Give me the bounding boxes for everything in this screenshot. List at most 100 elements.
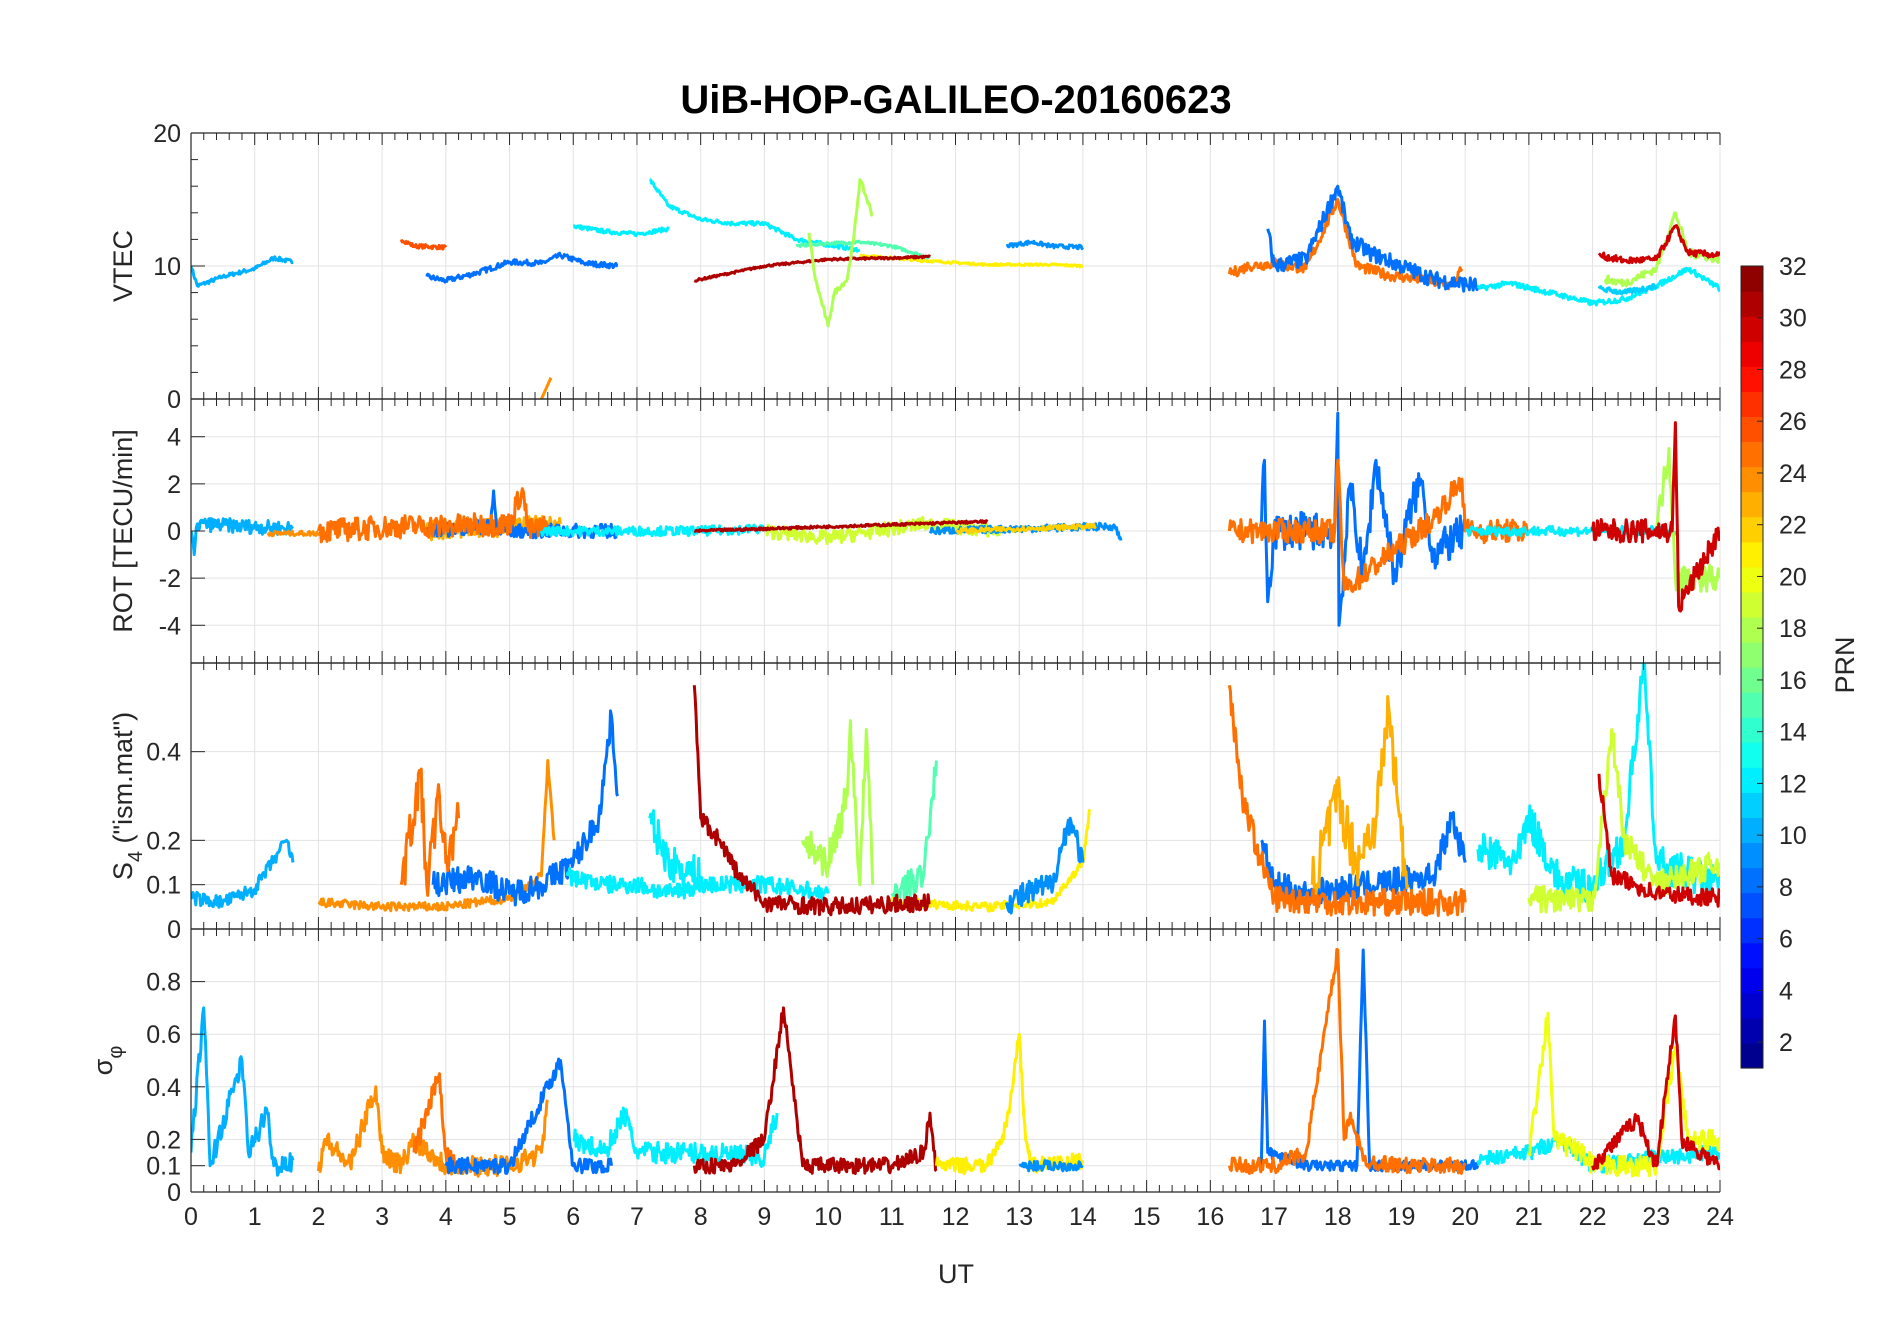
panel-2: -4 -2 0 2 4 ROT [TECU/min] — [108, 398, 1721, 664]
series-group — [191, 178, 1720, 399]
x-tick-label: 2 — [311, 1203, 325, 1231]
series-line-prn-18 — [1654, 447, 1720, 593]
series-line-prn-12 — [1476, 266, 1720, 307]
chart-title: UiB-HOP-GALILEO-20160623 — [680, 78, 1231, 122]
colorbar-band — [1741, 266, 1763, 292]
series-line-prn-10 — [191, 255, 294, 288]
colorbar-band — [1741, 917, 1763, 944]
y-label-subscript: 4 — [125, 851, 147, 862]
colorbar-band — [1741, 792, 1763, 818]
series-line-prn-30 — [1597, 773, 1720, 908]
colorbar-tick-label: 10 — [1779, 822, 1807, 850]
y-label-main: ROT [TECU/min] — [108, 429, 138, 633]
x-tick-label: 8 — [694, 1203, 708, 1231]
y-tick-label: 0 — [167, 386, 181, 414]
series-line-prn-10 — [191, 1006, 295, 1177]
y-tick-label: 0.2 — [146, 1126, 181, 1154]
series-line-prn-12 — [572, 224, 670, 238]
colorbar-band — [1741, 516, 1763, 543]
series-line-prn-30 — [1591, 421, 1720, 613]
colorbar-band — [1741, 1042, 1763, 1069]
series-line-prn-15 — [890, 760, 938, 902]
series-line-prn-10 — [191, 838, 295, 909]
colorbar-band — [1741, 767, 1763, 793]
y-tick-label: 0.4 — [146, 1074, 181, 1102]
series-line-prn-24 — [540, 377, 553, 399]
series-line-prn-8 — [431, 709, 620, 907]
series-line-prn-8 — [444, 1057, 613, 1175]
y-tick-label: 0 — [167, 916, 181, 944]
x-tick-label: 11 — [879, 1203, 905, 1231]
x-tick-label: 14 — [1069, 1203, 1097, 1231]
colorbar-band — [1741, 291, 1763, 317]
x-tick-label: 13 — [1005, 1203, 1033, 1231]
y-axis-label: S4 ("ism.mat") — [108, 712, 147, 880]
series-line-prn-31 — [693, 519, 989, 534]
x-tick-label: 20 — [1451, 1203, 1479, 1231]
series-line-prn-8 — [425, 251, 619, 284]
colorbar-tick-label: 2 — [1779, 1029, 1793, 1057]
series-line-prn-9 — [1018, 1159, 1084, 1173]
y-axis-label: ROT [TECU/min] — [108, 429, 138, 633]
colorbar-band — [1741, 466, 1763, 493]
y-tick-label: 0 — [167, 1179, 181, 1207]
colorbar-band — [1741, 742, 1763, 768]
x-tick-label: 9 — [757, 1203, 771, 1231]
colorbar-band — [1741, 667, 1763, 693]
series-line-prn-11 — [1597, 282, 1658, 296]
y-tick-label: 0.2 — [146, 827, 181, 855]
series-line-prn-25 — [412, 1072, 460, 1170]
y-label-main: S — [108, 862, 138, 880]
x-tick-label: 6 — [566, 1203, 580, 1231]
series-line-prn-8 — [1260, 811, 1467, 906]
y-tick-label: 0 — [167, 518, 181, 546]
x-tick-label: 17 — [1260, 1203, 1288, 1231]
y-tick-label: 10 — [153, 253, 181, 281]
y-tick-label: -4 — [159, 612, 181, 640]
series-line-prn-8 — [1259, 948, 1480, 1173]
colorbar-band — [1741, 316, 1763, 342]
series-line-prn-15 — [795, 239, 932, 260]
colorbar-band — [1741, 867, 1763, 894]
y-tick-label: 0.8 — [146, 969, 181, 997]
colorbar-band — [1741, 591, 1763, 618]
y-tick-label: 0.1 — [146, 1153, 181, 1181]
x-tick-label: 3 — [375, 1203, 389, 1231]
x-tick-label: 16 — [1196, 1203, 1224, 1231]
y-axis-label: σφ — [88, 1046, 127, 1076]
y-tick-label: 4 — [167, 424, 181, 452]
x-tick-label: 1 — [248, 1203, 262, 1231]
x-tick-label: 22 — [1579, 1203, 1607, 1231]
series-line-prn-23 — [1310, 695, 1410, 901]
series-line-prn-8 — [1266, 184, 1480, 293]
x-tick-label: 18 — [1324, 1203, 1352, 1231]
series-line-prn-31 — [692, 1006, 938, 1175]
colorbar-band — [1741, 641, 1763, 668]
y-label-subscript: φ — [105, 1046, 127, 1059]
colorbar-band — [1741, 341, 1763, 367]
colorbar-tick-label: 20 — [1779, 563, 1807, 591]
series-line-prn-9 — [1005, 239, 1085, 251]
colorbar-band — [1741, 992, 1763, 1019]
colorbar-band — [1741, 692, 1763, 718]
x-tick-label: 21 — [1515, 1203, 1543, 1231]
panel-3: 00.10.20.4S4 ("ism.mat") — [108, 662, 1721, 944]
colorbar-label: PRN — [1830, 636, 1860, 693]
series-line-prn-18 — [807, 178, 874, 328]
x-tick-label: 24 — [1706, 1203, 1734, 1231]
colorbar-band — [1741, 616, 1763, 643]
series-line-prn-22 — [955, 522, 1097, 535]
series-line-prn-20 — [1527, 1011, 1720, 1178]
colorbar-frame — [1740, 265, 1764, 1069]
colorbar-tick-label: 16 — [1779, 667, 1807, 695]
series-line-prn-19 — [1527, 728, 1720, 914]
x-tick-label: 4 — [439, 1203, 453, 1231]
panel-4: 00.10.2 0.4 0.6 0.8 σφ — [88, 928, 1721, 1207]
x-axis-label: UT — [938, 1259, 974, 1289]
series-line-prn-31 — [692, 685, 931, 917]
x-tick-label: 19 — [1388, 1203, 1416, 1231]
y-label-main: VTEC — [108, 230, 138, 302]
